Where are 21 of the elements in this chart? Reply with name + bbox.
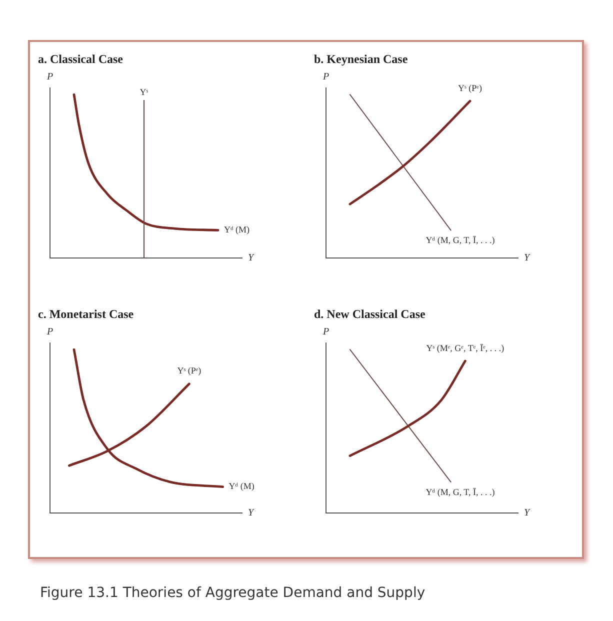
series-label: Yˢ (Mᵉ, Gᵉ, Tᵉ, Īᵉ, . . .) bbox=[426, 342, 504, 353]
x-axis-title: Y bbox=[524, 252, 531, 264]
x-axis-title: Y bbox=[248, 508, 255, 519]
chart-title: b. Keynesian Case bbox=[314, 52, 409, 66]
series-label: Yˢ (Pᵉ) bbox=[177, 366, 202, 376]
y-axis-title: P bbox=[46, 326, 54, 338]
chart-title: d. New Classical Case bbox=[314, 307, 426, 321]
y-axis-title: P bbox=[46, 72, 54, 83]
chart-title: c. Monetarist Case bbox=[38, 307, 135, 321]
x-axis-title: Y bbox=[248, 252, 255, 264]
y-axis-title: P bbox=[322, 72, 330, 83]
y-axis-title: P bbox=[322, 326, 330, 338]
series-label: Yᵈ (M) bbox=[224, 224, 250, 235]
caption: Figure 13.1 Theories of Aggregate Demand and Supply bbox=[40, 585, 426, 601]
series-label: Yᵈ (M) bbox=[228, 481, 254, 492]
x-axis-title: Y bbox=[524, 508, 531, 519]
chart-title: a. Classical Case bbox=[38, 52, 124, 66]
series-label: Yᵈ (M, G, T, Ī, . . .) bbox=[426, 486, 495, 497]
series-label: Yᵈ (M, G, T, Ī, . . .) bbox=[426, 235, 495, 246]
series-label: Yˢ (Pᵉ) bbox=[458, 82, 482, 93]
annotation: Yˢ bbox=[140, 86, 148, 97]
